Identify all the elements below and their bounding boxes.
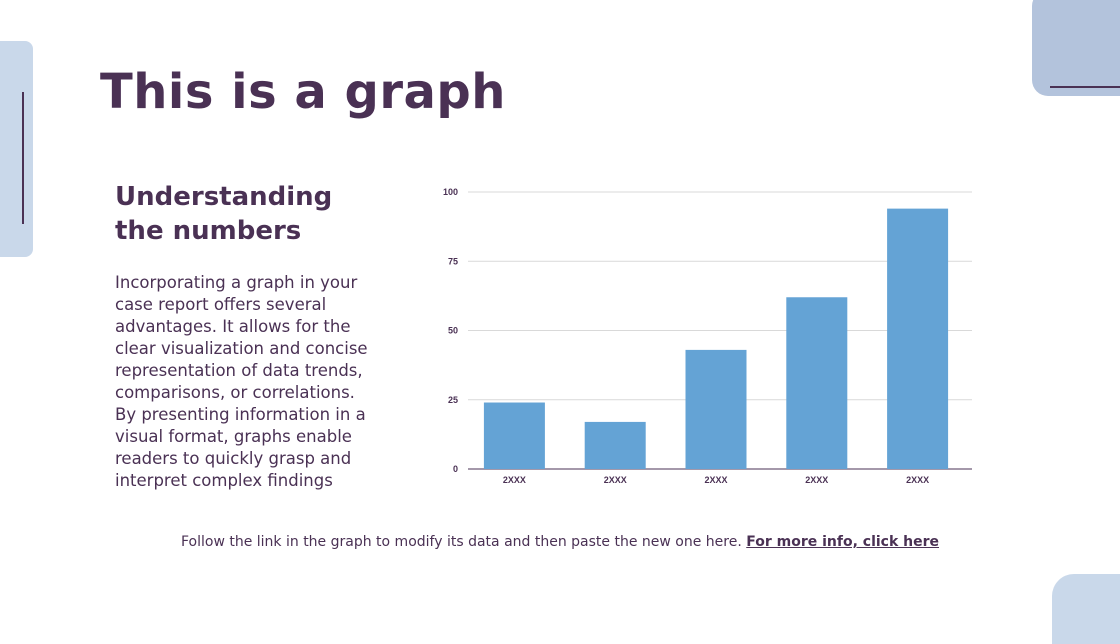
- more-info-link[interactable]: For more info, click here: [746, 534, 940, 550]
- bar-3[interactable]: [685, 349, 747, 469]
- section-subtitle: Understanding the numbers: [115, 182, 333, 246]
- bar-4[interactable]: [786, 297, 848, 469]
- x-tick-label: 2XXX: [604, 475, 627, 485]
- x-tick-label: 2XXX: [906, 475, 929, 485]
- x-tick-label: 2XXX: [503, 475, 526, 485]
- bar-chart[interactable]: 0 25 50 75 100 2XXX 2XXX 2XXX 2XXX 2XXX: [430, 178, 980, 494]
- bottom-right-accent-panel: [1052, 574, 1120, 644]
- slide-title: This is a graph: [100, 64, 506, 120]
- left-accent-panel: [0, 41, 33, 257]
- y-tick-label: 100: [443, 187, 458, 197]
- y-tick-label: 0: [453, 464, 458, 474]
- top-right-accent-panel: [1032, 0, 1120, 96]
- bar-2[interactable]: [584, 421, 646, 469]
- y-tick-label: 25: [448, 395, 458, 405]
- footer-text: Follow the link in the graph to modify i…: [180, 534, 742, 550]
- bar-1[interactable]: [483, 402, 545, 469]
- body-paragraph: Incorporating a graph in your case repor…: [115, 273, 368, 490]
- x-tick-label: 2XXX: [805, 475, 828, 485]
- chart-x-axis-labels: 2XXX 2XXX 2XXX 2XXX 2XXX: [503, 475, 929, 485]
- chart-y-axis-labels: 0 25 50 75 100: [443, 187, 458, 474]
- y-tick-label: 50: [448, 326, 458, 336]
- bar-5[interactable]: [887, 208, 949, 469]
- x-tick-label: 2XXX: [704, 475, 727, 485]
- footer-note: Follow the link in the graph to modify i…: [0, 534, 1120, 550]
- y-tick-label: 75: [448, 256, 458, 266]
- left-accent-line: [22, 92, 24, 224]
- top-right-accent-line: [1050, 86, 1120, 88]
- chart-bars[interactable]: [483, 208, 949, 469]
